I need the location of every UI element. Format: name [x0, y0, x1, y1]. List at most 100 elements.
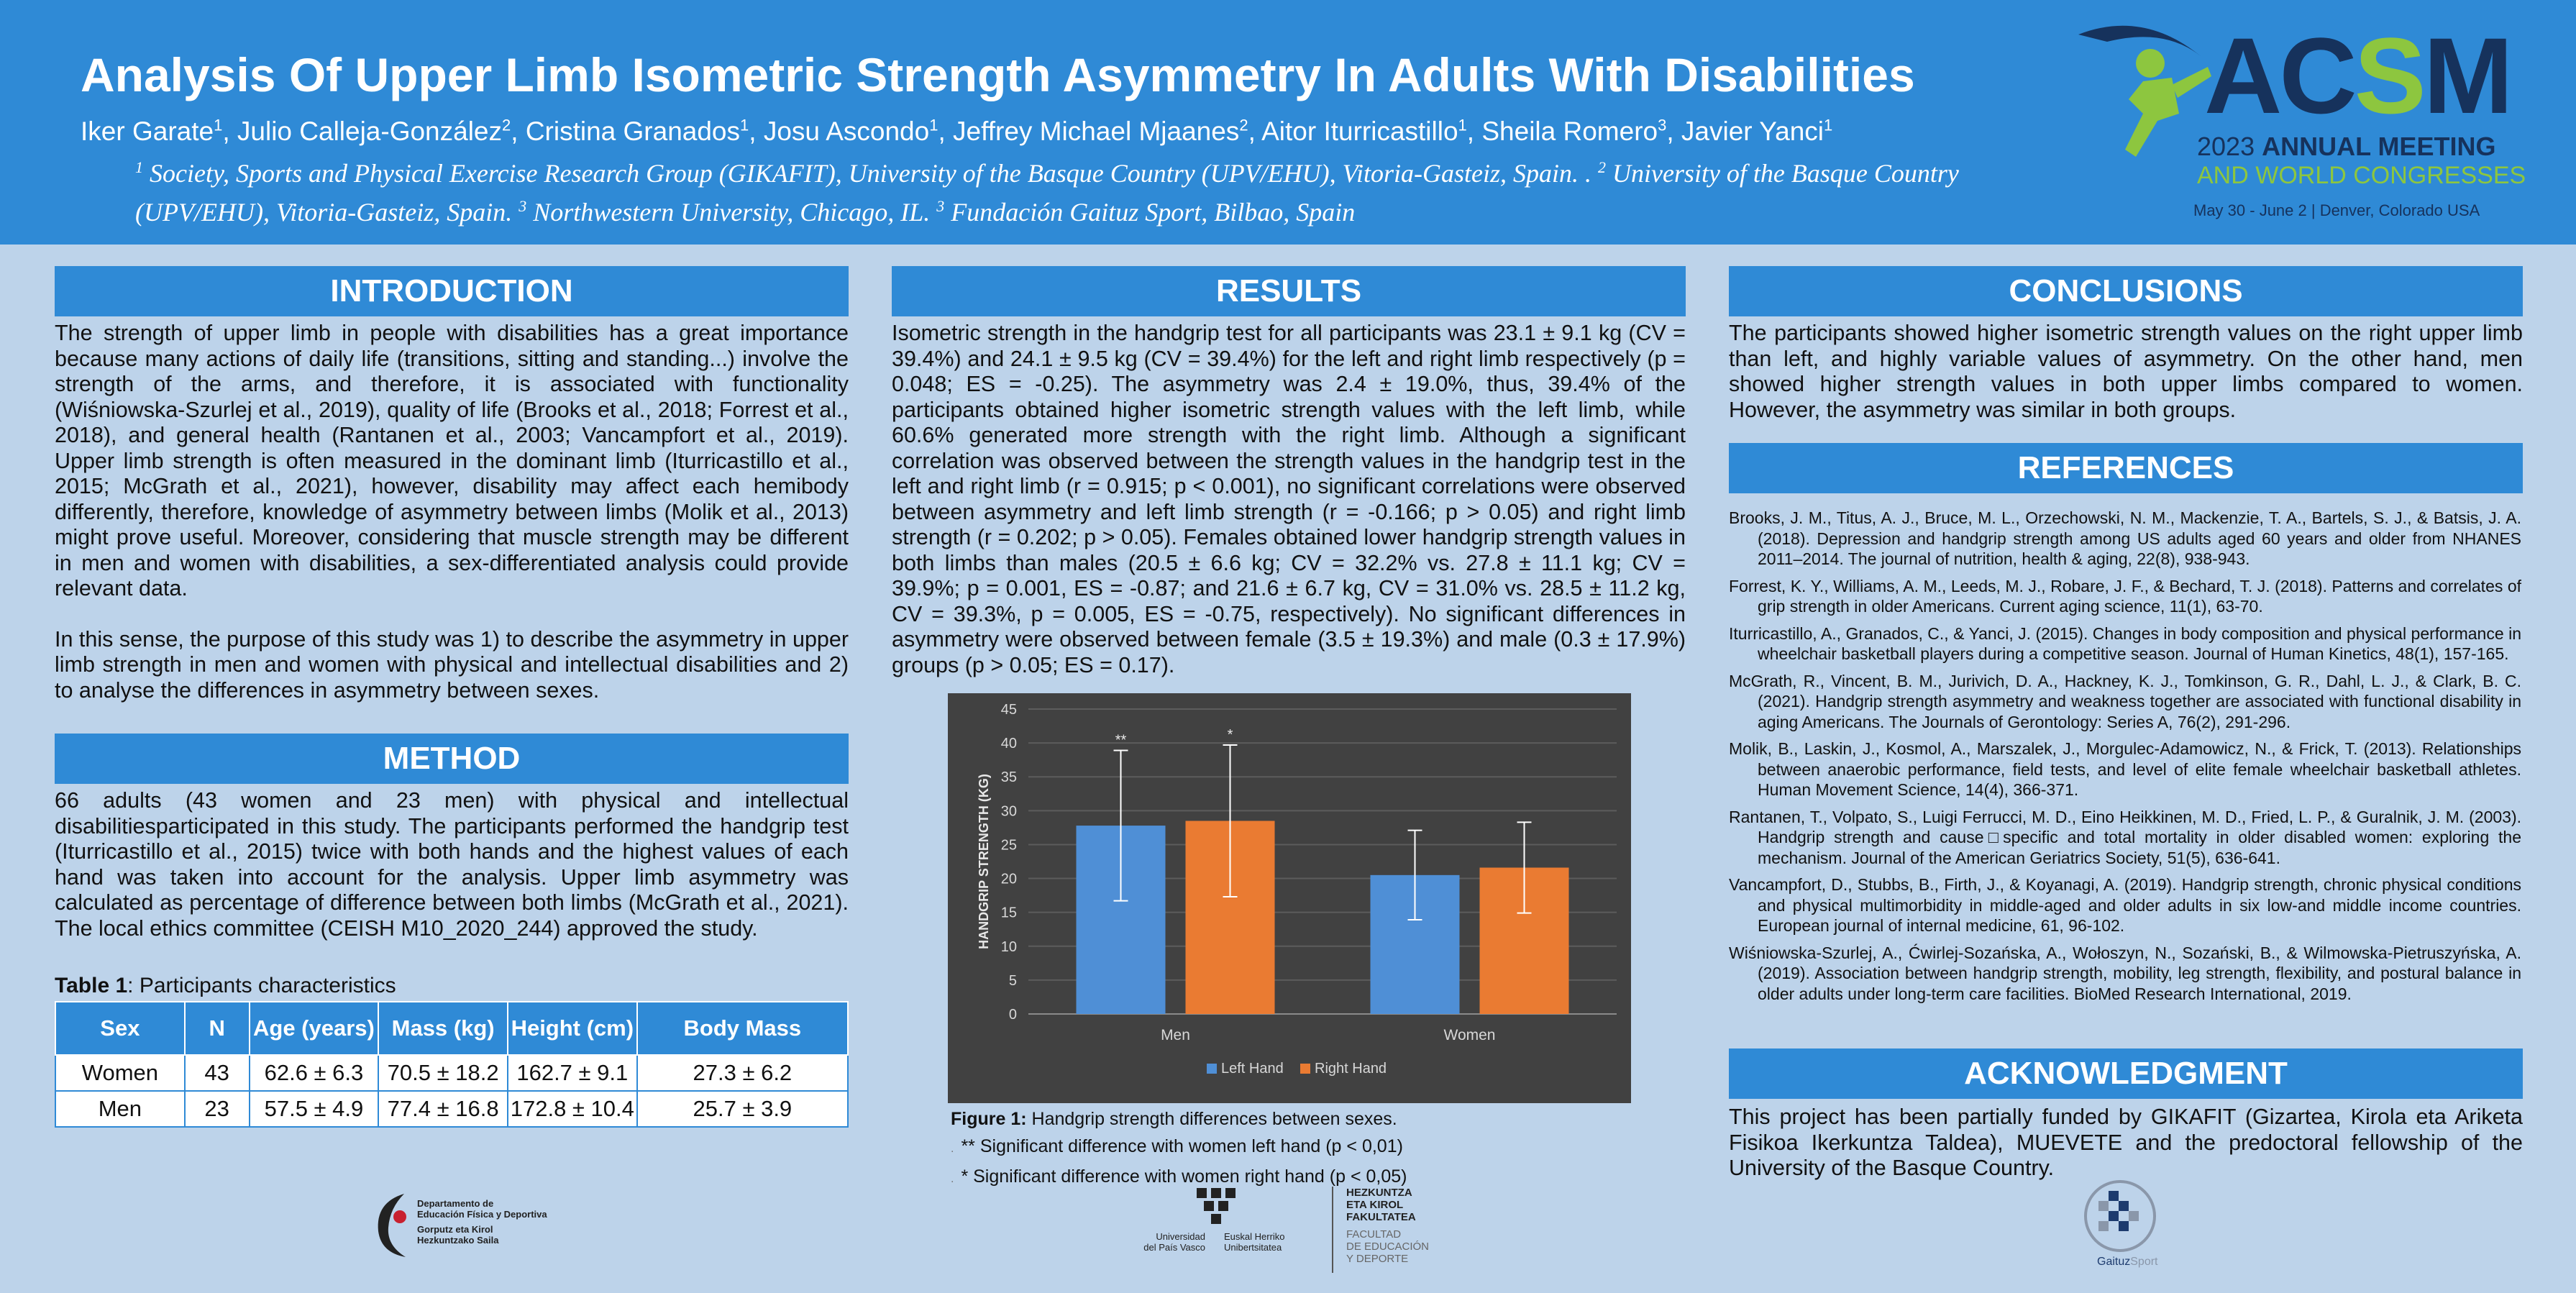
legend-label: Left Hand — [1221, 1061, 1284, 1077]
table-cell: 162.7 ± 9.1 — [506, 1054, 638, 1092]
upv-ehu-logo: Universidad del País Vasco Euskal Herriko… — [1119, 1184, 1464, 1277]
y-tick-label: 30 — [1001, 803, 1017, 819]
participants-table: Sex N Age (years) Mass (kg) Height (cm) … — [55, 1001, 849, 1128]
acsm-wordmark: ACSM — [2204, 15, 2513, 136]
affiliations: 1 Society, Sports and Physical Exercise … — [135, 154, 2077, 232]
handgrip-chart: 0 5 10 15 20 25 30 35 40 45 HANDGRIP STRENGTH (KG)… — [948, 693, 1631, 1103]
introduction-paragraph: The strength of upper limb in people wit… — [55, 321, 849, 600]
table-cell: 77.4 ± 16.8 — [378, 1090, 508, 1128]
figure-note: . * Significant difference with women rig… — [951, 1166, 1407, 1187]
acsm-logo: ACSM 2023 ANNUAL MEETING AND WORLD CONGR… — [2064, 13, 2531, 229]
author-affiliation-mark: 1 — [1824, 116, 1833, 134]
table-cell: 23 — [183, 1090, 250, 1128]
author-name: Cristina Granados — [525, 116, 741, 146]
table-caption: Table 1: Participants characteristics — [55, 974, 396, 997]
department-name-es: Departamento de Educación Física y Deport… — [417, 1198, 547, 1220]
y-tick-label: 20 — [1001, 872, 1017, 887]
faculty-name-es: FACULTAD DE EDUCACIÓN Y DEPORTE — [1346, 1228, 1430, 1265]
results-body: Isometric strength in the handgrip test … — [892, 321, 1686, 677]
table-cell: 62.6 ± 6.3 — [248, 1054, 380, 1092]
table-header-cell: Sex — [55, 1001, 186, 1056]
author-list: Iker Garate1, Julio Calleja-González2, C… — [81, 116, 1833, 146]
department-logo: Departamento de Educación Física y Deport… — [368, 1185, 584, 1264]
table-cell: 172.8 ± 10.4 — [506, 1090, 638, 1128]
author-affiliation-mark: 2 — [1239, 116, 1248, 134]
author-name: Sheila Romero — [1481, 116, 1658, 146]
author-affiliation-mark: 1 — [929, 116, 938, 134]
upv-emblem-icon — [1197, 1188, 1236, 1224]
significance-marker: ** — [1115, 732, 1127, 748]
legend-swatch — [1207, 1064, 1217, 1074]
table-cell: 27.3 ± 6.2 — [636, 1054, 849, 1092]
legend-swatch — [1300, 1064, 1310, 1074]
y-tick-label: 35 — [1001, 769, 1017, 785]
author-name: Josu Ascondo — [763, 116, 930, 146]
method-body: 66 adults (43 women and 23 men) with phy… — [55, 788, 849, 941]
department-name-eu: Gorputz eta Kirol Hezkuntzako Saila — [417, 1224, 499, 1246]
table-header-cell: N — [183, 1001, 250, 1056]
poster-header: Analysis Of Upper Limb Isometric Strengt… — [0, 0, 2576, 245]
table-row: Men 23 57.5 ± 4.9 77.4 ± 16.8 172.8 ± 10… — [55, 1090, 849, 1128]
conclusions-heading: CONCLUSIONS — [1729, 266, 2523, 316]
gaituz-emblem-icon — [2084, 1180, 2156, 1252]
affiliation-mark: 3 — [519, 197, 527, 215]
x-tick-label: Women — [1444, 1027, 1496, 1043]
table-header-row: Sex N Age (years) Mass (kg) Height (cm) … — [55, 1001, 849, 1056]
method-heading: METHOD — [55, 734, 849, 784]
author-name: Aitor Iturricastillo — [1261, 116, 1458, 146]
affiliation-text: University of the Basque Country (UPV/EH… — [135, 159, 1959, 227]
author-affiliation-mark: 1 — [214, 116, 223, 134]
reference-item: Iturricastillo, A., Granados, C., & Yanc… — [1729, 623, 2521, 664]
author-name: Javier Yanci — [1681, 116, 1824, 146]
table-cell: 25.7 ± 3.9 — [636, 1090, 849, 1128]
significance-marker: * — [1228, 727, 1233, 743]
references-heading: REFERENCES — [1729, 443, 2523, 493]
affiliation-text: Fundación Gaituz Sport, Bilbao, Spain — [944, 198, 1356, 227]
gaituz-sport-logo: GaituzSport — [2077, 1177, 2163, 1270]
conclusions-body: The participants showed higher isometric… — [1729, 321, 2523, 422]
y-tick-label: 0 — [1009, 1007, 1017, 1023]
figure-caption: Figure 1: Handgrip strength differences … — [951, 1105, 1407, 1193]
acsm-runner-icon — [2078, 25, 2211, 157]
handgrip-chart-svg: 0 5 10 15 20 25 30 35 40 45 HANDGRIP STRENGTH (KG)… — [977, 702, 1617, 1077]
table-cell: 70.5 ± 18.2 — [378, 1054, 508, 1092]
acknowledgment-body: This project has been partially funded b… — [1729, 1105, 2523, 1180]
affiliation-text: Society, Sports and Physical Exercise Re… — [143, 159, 1598, 188]
table-cell: 57.5 ± 4.9 — [248, 1090, 380, 1128]
affiliation-mark: 2 — [1597, 158, 1606, 176]
table-header-cell: Body Mass — [636, 1001, 849, 1056]
introduction-body: The strength of upper limb in people wit… — [55, 321, 849, 703]
acsm-date-location: May 30 - June 2 | Denver, Colorado USA — [2193, 201, 2480, 219]
table-cell: 43 — [183, 1054, 250, 1092]
acsm-congress-line: AND WORLD CONGRESSES — [2197, 162, 2526, 189]
y-tick-label: 40 — [1001, 736, 1017, 751]
author-name: Iker Garate — [81, 116, 214, 146]
author-affiliation-mark: 1 — [740, 116, 749, 134]
author-affiliation-mark: 2 — [502, 116, 511, 134]
introduction-heading: INTRODUCTION — [55, 266, 849, 316]
y-tick-label: 10 — [1001, 939, 1017, 955]
acsm-meeting-line: 2023 ANNUAL MEETING — [2197, 132, 2496, 161]
table-row: Women 43 62.6 ± 6.3 70.5 ± 18.2 162.7 ± … — [55, 1054, 849, 1092]
table-header-cell: Height (cm) — [506, 1001, 638, 1056]
references-list: Brooks, J. M., Titus, A. J., Bruce, M. L… — [1729, 508, 2521, 1010]
y-tick-label: 45 — [1001, 702, 1017, 718]
results-heading: RESULTS — [892, 266, 1686, 316]
logo-divider — [1332, 1187, 1333, 1273]
author-name: Julio Calleja-González — [237, 116, 503, 146]
faculty-name-eu: HEZKUNTZA ETA KIROL FAKULTATEA — [1346, 1187, 1416, 1223]
upv-name-es: Universidad del País Vasco — [1143, 1231, 1205, 1253]
table-header-cell: Mass (kg) — [378, 1001, 508, 1056]
affiliation-mark: 1 — [135, 158, 143, 176]
y-tick-label: 25 — [1001, 837, 1017, 853]
poster-title: Analysis Of Upper Limb Isometric Strengt… — [81, 48, 1915, 101]
reference-item: Wiśniowska-Szurlej, A., Ćwirlej-Sozańska… — [1729, 943, 2521, 1003]
table-cell: Women — [55, 1054, 186, 1092]
reference-item: McGrath, R., Vincent, B. M., Jurivich, D… — [1729, 671, 2521, 731]
y-axis-label: HANDGRIP STRENGTH (KG) — [977, 774, 991, 949]
figure-note: . ** Significant difference with women le… — [951, 1136, 1403, 1156]
reference-item: Molik, B., Laskin, J., Kosmol, A., Marsz… — [1729, 739, 2521, 799]
affiliation-text: Northwestern University, Chicago, IL. — [526, 198, 937, 227]
author-affiliation-mark: 1 — [1458, 116, 1467, 134]
table-cell: Men — [55, 1090, 186, 1128]
